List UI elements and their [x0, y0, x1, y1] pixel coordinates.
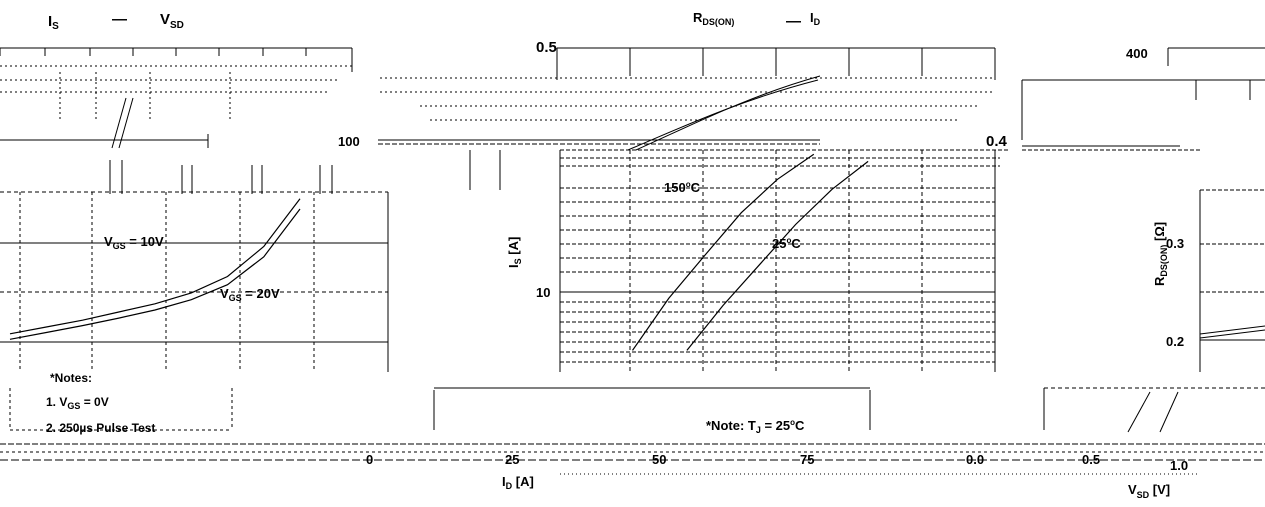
- title-vsd: VSD: [160, 11, 184, 31]
- top-left-grid: [0, 65, 352, 120]
- top-left-ticks-low: [109, 160, 333, 194]
- notes-left-line2: 2. 250µs Pulse Test: [46, 421, 155, 435]
- tick-v-1.0: 1.0: [1170, 458, 1188, 473]
- is-plot-frame: [378, 47, 1010, 372]
- right-curve-b: [1199, 329, 1265, 339]
- right-curve-a: [1199, 325, 1265, 335]
- axis-is: IS [A]: [506, 237, 523, 268]
- tick-x-50: 50: [652, 452, 666, 467]
- rds-plot-frame: [0, 191, 389, 372]
- axis-rds: RDS(ON) [Ω]: [1152, 222, 1169, 286]
- top-left-frame: [0, 47, 353, 148]
- title-id: ID: [810, 10, 821, 27]
- tick-x-75: 75: [800, 452, 814, 467]
- is-upper-curve-a: [627, 79, 819, 151]
- axis-vsd: VSD [V]: [1128, 482, 1170, 500]
- series-line-rds-0: [9, 198, 301, 335]
- tick-0.3: 0.3: [1166, 236, 1184, 251]
- is-curves: [632, 153, 869, 351]
- series-line-is-0: [632, 153, 815, 351]
- note-center: *Note: TJ = 25oC: [706, 418, 805, 435]
- tick-x-25: 25: [505, 452, 519, 467]
- label-150c: 150oC: [664, 180, 701, 195]
- tick-400: 400: [1126, 46, 1148, 61]
- label-vgs-10v: VGS = 10V: [104, 234, 164, 251]
- top-left-curve-b: [118, 97, 134, 149]
- is-upper-curve-b: [635, 75, 821, 151]
- tick-x-0: 0: [366, 452, 373, 467]
- label-25c: 25oC: [772, 236, 801, 251]
- rds-curves: [9, 198, 301, 340]
- axis-id: ID [A]: [502, 474, 534, 491]
- tick-100: 100: [338, 134, 360, 149]
- title-is: IS: [48, 13, 59, 32]
- title-rds: RDS(ON): [693, 10, 734, 27]
- right-curve-d: [1159, 391, 1179, 433]
- tick-0.2: 0.2: [1166, 334, 1184, 349]
- bottom-axis: [0, 443, 1265, 475]
- notes-left-box: [9, 388, 233, 431]
- tick-10: 10: [536, 285, 550, 300]
- tick-v-0.0: 0.0: [966, 452, 984, 467]
- is-plot-top-noise: [380, 77, 995, 121]
- right-curve-c: [1127, 391, 1151, 433]
- tick-v-0.5: 0.5: [1082, 452, 1100, 467]
- tick-0.5: 0.5: [536, 39, 557, 56]
- series-line-is-1: [686, 160, 869, 351]
- tick-0.4: 0.4: [986, 133, 1008, 150]
- series-line-rds-1: [9, 208, 301, 340]
- notes-left-heading: *Notes:: [50, 371, 92, 385]
- note-center-box: [433, 387, 871, 430]
- title-dash-right: —: [786, 13, 801, 30]
- notes-left-line1: 1. VGS = 0V: [46, 395, 109, 411]
- label-vgs-20v: VGS = 20V: [220, 286, 280, 303]
- title-dash-left: —: [112, 11, 127, 28]
- top-left-curve-a: [111, 97, 127, 149]
- right-plot-frame: [1021, 47, 1265, 430]
